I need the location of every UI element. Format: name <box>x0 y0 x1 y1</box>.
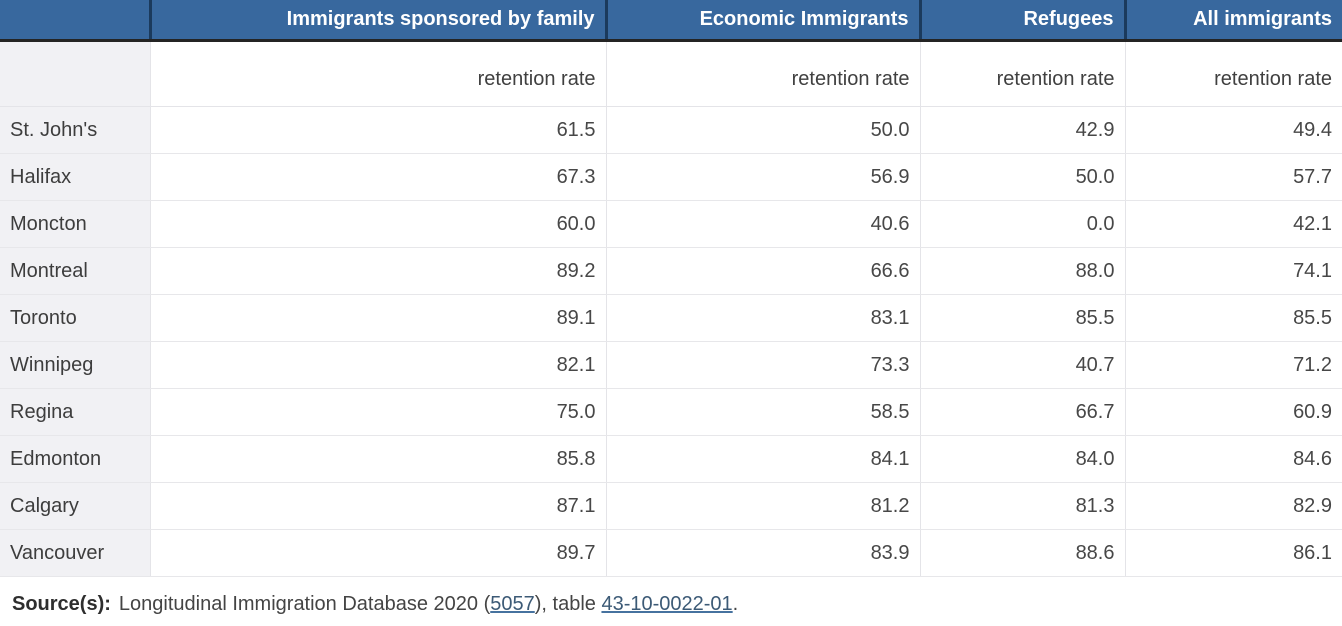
table-row: Calgary 87.1 81.2 81.3 82.9 <box>0 482 1342 530</box>
data-cell: 60.0 <box>149 200 606 248</box>
header-row: Immigrants sponsored by family Economic … <box>0 0 1342 42</box>
data-cell: 42.9 <box>919 106 1125 154</box>
data-cell: 56.9 <box>605 153 920 201</box>
table-row: Toronto 89.1 83.1 85.5 85.5 <box>0 294 1342 342</box>
row-header-city: Edmonton <box>0 435 150 483</box>
data-cell: 61.5 <box>149 106 606 154</box>
data-cell: 67.3 <box>149 153 606 201</box>
row-header-city: Moncton <box>0 200 150 248</box>
data-cell: 49.4 <box>1124 106 1342 154</box>
sub-header-row: retention rate retention rate retention … <box>0 40 1342 107</box>
table-row: Winnipeg 82.1 73.3 40.7 71.2 <box>0 341 1342 389</box>
col-header-refugees: Refugees <box>918 0 1125 42</box>
data-cell: 88.6 <box>919 529 1125 577</box>
source-survey-link[interactable]: 5057 <box>490 592 535 615</box>
data-cell: 40.7 <box>919 341 1125 389</box>
table-row: Moncton 60.0 40.6 0.0 42.1 <box>0 200 1342 248</box>
col-header-all: All immigrants <box>1123 0 1342 42</box>
data-cell: 85.8 <box>149 435 606 483</box>
data-cell: 71.2 <box>1124 341 1342 389</box>
data-cell: 58.5 <box>605 388 920 436</box>
stub-subheader-cell <box>0 40 150 107</box>
row-header-city: Montreal <box>0 247 150 295</box>
data-cell: 73.3 <box>605 341 920 389</box>
stub-header-cell <box>0 0 150 42</box>
data-cell: 57.7 <box>1124 153 1342 201</box>
row-header-city: Regina <box>0 388 150 436</box>
subheader-retention-rate: retention rate <box>149 40 606 107</box>
data-cell: 50.0 <box>605 106 920 154</box>
data-cell: 50.0 <box>919 153 1125 201</box>
data-cell: 60.9 <box>1124 388 1342 436</box>
data-cell: 81.2 <box>605 482 920 530</box>
col-header-family: Immigrants sponsored by family <box>148 0 606 42</box>
table-row: Vancouver 89.7 83.9 88.6 86.1 <box>0 529 1342 577</box>
data-cell: 89.2 <box>149 247 606 295</box>
row-header-city: Toronto <box>0 294 150 342</box>
data-cell: 89.7 <box>149 529 606 577</box>
source-text-after: . <box>732 592 739 615</box>
subheader-retention-rate: retention rate <box>1124 40 1342 107</box>
source-text-before: Longitudinal Immigration Database 2020 ( <box>118 592 491 615</box>
data-cell: 40.6 <box>605 200 920 248</box>
table-row: Edmonton 85.8 84.1 84.0 84.6 <box>0 435 1342 483</box>
data-cell: 82.1 <box>149 341 606 389</box>
col-header-economic: Economic Immigrants <box>604 0 920 42</box>
data-cell: 85.5 <box>919 294 1125 342</box>
table-row: St. John's 61.5 50.0 42.9 49.4 <box>0 106 1342 154</box>
data-cell: 66.7 <box>919 388 1125 436</box>
data-cell: 88.0 <box>919 247 1125 295</box>
table-row: Regina 75.0 58.5 66.7 60.9 <box>0 388 1342 436</box>
data-cell: 75.0 <box>149 388 606 436</box>
data-cell: 86.1 <box>1124 529 1342 577</box>
data-cell: 42.1 <box>1124 200 1342 248</box>
source-note: Source(s): Longitudinal Immigration Datab… <box>0 577 1342 626</box>
subheader-retention-rate: retention rate <box>605 40 920 107</box>
data-cell: 66.6 <box>605 247 920 295</box>
row-header-city: Vancouver <box>0 529 150 577</box>
data-cell: 74.1 <box>1124 247 1342 295</box>
source-label: Source(s): <box>12 592 111 615</box>
data-cell: 89.1 <box>149 294 606 342</box>
table-row: Halifax 67.3 56.9 50.0 57.7 <box>0 153 1342 201</box>
row-header-city: Halifax <box>0 153 150 201</box>
data-cell: 81.3 <box>919 482 1125 530</box>
data-cell: 0.0 <box>919 200 1125 248</box>
row-header-city: Calgary <box>0 482 150 530</box>
row-header-city: Winnipeg <box>0 341 150 389</box>
table-row: Montreal 89.2 66.6 88.0 74.1 <box>0 247 1342 295</box>
data-cell: 84.0 <box>919 435 1125 483</box>
retention-rate-table: Immigrants sponsored by family Economic … <box>0 0 1342 577</box>
data-cell: 83.1 <box>605 294 920 342</box>
data-cell: 84.6 <box>1124 435 1342 483</box>
source-table-link[interactable]: 43-10-0022-01 <box>601 592 733 615</box>
table-body: St. John's 61.5 50.0 42.9 49.4 Halifax 6… <box>0 106 1342 577</box>
row-header-city: St. John's <box>0 106 150 154</box>
table-header: Immigrants sponsored by family Economic … <box>0 0 1342 107</box>
data-cell: 82.9 <box>1124 482 1342 530</box>
data-cell: 87.1 <box>149 482 606 530</box>
data-cell: 83.9 <box>605 529 920 577</box>
data-cell: 85.5 <box>1124 294 1342 342</box>
data-cell: 84.1 <box>605 435 920 483</box>
subheader-retention-rate: retention rate <box>919 40 1125 107</box>
source-text-middle: ), table <box>534 592 602 615</box>
